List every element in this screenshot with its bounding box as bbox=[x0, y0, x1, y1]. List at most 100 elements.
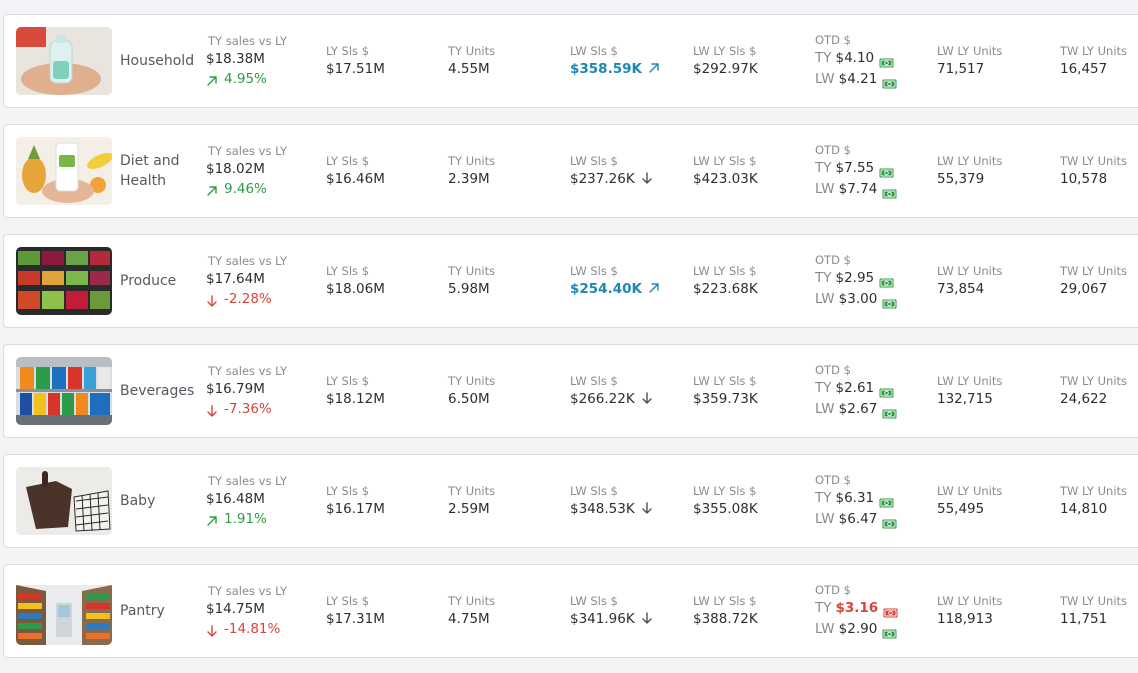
lw-sls-column: LW Sls $ $341.96K bbox=[570, 593, 653, 629]
ly-sls-label: LY Sls $ bbox=[326, 43, 385, 59]
category-row[interactable]: Produce TY sales vs LY $17.64M -2.28% LY Sls… bbox=[3, 234, 1138, 328]
lw-sls-value-row: $254.40K bbox=[570, 279, 660, 299]
ly-sls-column: LY Sls $ $17.31M bbox=[326, 593, 385, 629]
lw-ly-units-column: LW LY Units 55,379 bbox=[937, 153, 1002, 189]
ty-sales-value: $14.75M bbox=[206, 599, 287, 619]
ty-units-value: 2.59M bbox=[448, 499, 495, 519]
category-name: Household bbox=[120, 15, 200, 107]
otd-ty-value: $7.55 bbox=[836, 158, 875, 179]
ty-units-value: 4.55M bbox=[448, 59, 495, 79]
ty-units-column: TY Units 5.98M bbox=[448, 263, 495, 299]
money-icon bbox=[879, 164, 894, 174]
lw-ly-sls-value: $388.72K bbox=[693, 609, 758, 629]
pantry-image bbox=[16, 577, 112, 645]
tw-ly-units-value: 14,810 bbox=[1060, 499, 1127, 519]
sales-delta: 1.91% bbox=[206, 509, 287, 529]
ly-sls-value: $16.46M bbox=[326, 169, 385, 189]
otd-column: OTD $ TY $7.55 LW $7.74 bbox=[815, 142, 897, 200]
lw-ly-units-value: 118,913 bbox=[937, 609, 1002, 629]
otd-column: OTD $ TY $2.95 LW $3.00 bbox=[815, 252, 897, 310]
otd-lw-row: LW $6.47 bbox=[815, 509, 897, 530]
ty-units-column: TY Units 6.50M bbox=[448, 373, 495, 409]
otd-lw-row: LW $4.21 bbox=[815, 69, 897, 90]
category-name: Beverages bbox=[120, 345, 200, 437]
arrow-down-icon bbox=[641, 170, 653, 182]
otd-column: OTD $ TY $6.31 LW $6.47 bbox=[815, 472, 897, 530]
otd-label: OTD $ bbox=[815, 472, 897, 488]
lw-ly-sls-label: LW LY Sls $ bbox=[693, 263, 758, 279]
category-row[interactable]: Pantry TY sales vs LY $14.75M -14.81% LY Sls… bbox=[3, 564, 1138, 658]
lw-ly-units-column: LW LY Units 73,854 bbox=[937, 263, 1002, 299]
ty-units-label: TY Units bbox=[448, 593, 495, 609]
otd-ty-prefix: TY bbox=[815, 48, 832, 69]
tw-ly-units-label: TW LY Units bbox=[1060, 373, 1127, 389]
lw-ly-units-column: LW LY Units 55,495 bbox=[937, 483, 1002, 519]
otd-lw-row: LW $7.74 bbox=[815, 179, 897, 200]
lw-ly-sls-label: LW LY Sls $ bbox=[693, 153, 758, 169]
lw-ly-sls-column: LW LY Sls $ $359.73K bbox=[693, 373, 758, 409]
money-icon bbox=[882, 75, 897, 85]
sales-delta: -14.81% bbox=[206, 619, 287, 639]
money-icon bbox=[882, 405, 897, 415]
lw-ly-sls-column: LW LY Sls $ $223.68K bbox=[693, 263, 758, 299]
ty-sales-value: $18.38M bbox=[206, 49, 287, 69]
tw-ly-units-column: TW LY Units 24,622 bbox=[1060, 373, 1127, 409]
otd-ty-prefix: TY bbox=[815, 488, 832, 509]
lw-ly-sls-label: LW LY Sls $ bbox=[693, 593, 758, 609]
ly-sls-value: $18.06M bbox=[326, 279, 385, 299]
ly-sls-column: LY Sls $ $17.51M bbox=[326, 43, 385, 79]
arrow-down-icon bbox=[641, 390, 653, 402]
trend-down-icon bbox=[206, 623, 218, 635]
money-icon bbox=[882, 515, 897, 525]
lw-ly-units-value: 55,495 bbox=[937, 499, 1002, 519]
lw-ly-units-value: 132,715 bbox=[937, 389, 1002, 409]
ly-sls-label: LY Sls $ bbox=[326, 483, 385, 499]
otd-lw-value: $7.74 bbox=[839, 179, 878, 200]
lw-sls-label: LW Sls $ bbox=[570, 43, 660, 59]
otd-ty-prefix: TY bbox=[815, 378, 832, 399]
trend-down-icon bbox=[206, 293, 218, 305]
lw-sls-value-row: $341.96K bbox=[570, 609, 653, 629]
ty-sales-vs-ly: TY sales vs LY $14.75M -14.81% bbox=[206, 583, 287, 639]
lw-ly-units-value: 71,517 bbox=[937, 59, 1002, 79]
ty-sales-value: $18.02M bbox=[206, 159, 287, 179]
otd-ty-prefix: TY bbox=[815, 158, 832, 179]
lw-ly-sls-value: $359.73K bbox=[693, 389, 758, 409]
lw-sls-column: LW Sls $ $254.40K bbox=[570, 263, 660, 299]
lw-ly-units-label: LW LY Units bbox=[937, 593, 1002, 609]
lw-sls-value: $348.53K bbox=[570, 501, 635, 517]
ty-sales-vs-ly: TY sales vs LY $18.02M 9.46% bbox=[206, 143, 287, 199]
category-row[interactable]: Household TY sales vs LY $18.38M 4.95% LY Sl… bbox=[3, 14, 1138, 108]
lw-sls-label: LW Sls $ bbox=[570, 593, 653, 609]
lw-sls-label: LW Sls $ bbox=[570, 263, 660, 279]
ty-sales-vs-ly: TY sales vs LY $18.38M 4.95% bbox=[206, 33, 287, 89]
otd-column: OTD $ TY $2.61 LW $2.67 bbox=[815, 362, 897, 420]
category-name: Diet and Health bbox=[120, 125, 200, 217]
category-row[interactable]: Diet and Health TY sales vs LY $18.02M 9.46… bbox=[3, 124, 1138, 218]
sales-delta-value: -14.81% bbox=[224, 619, 280, 639]
otd-label: OTD $ bbox=[815, 32, 897, 48]
category-row[interactable]: Beverages TY sales vs LY $16.79M -7.36% LY S… bbox=[3, 344, 1138, 438]
lw-sls-value: $358.59K bbox=[570, 61, 642, 77]
tw-ly-units-label: TW LY Units bbox=[1060, 43, 1127, 59]
lw-sls-value: $254.40K bbox=[570, 281, 642, 297]
ty-sales-vs-ly: TY sales vs LY $16.79M -7.36% bbox=[206, 363, 287, 419]
lw-sls-value: $237.26K bbox=[570, 171, 635, 187]
tw-ly-units-value: 16,457 bbox=[1060, 59, 1127, 79]
arrow-down-icon bbox=[641, 500, 653, 512]
otd-ty-row: TY $4.10 bbox=[815, 48, 897, 69]
ty-units-column: TY Units 2.59M bbox=[448, 483, 495, 519]
lw-ly-units-column: LW LY Units 71,517 bbox=[937, 43, 1002, 79]
lw-ly-sls-column: LW LY Sls $ $423.03K bbox=[693, 153, 758, 189]
ty-units-label: TY Units bbox=[448, 373, 495, 389]
sales-delta-value: 4.95% bbox=[224, 69, 267, 89]
baby-image bbox=[16, 467, 112, 535]
lw-ly-sls-label: LW LY Sls $ bbox=[693, 373, 758, 389]
ty-sales-vs-ly-label: TY sales vs LY bbox=[206, 363, 287, 379]
otd-ty-prefix: TY bbox=[815, 598, 832, 619]
ly-sls-value: $16.17M bbox=[326, 499, 385, 519]
otd-ty-row: TY $3.16 bbox=[815, 598, 898, 619]
category-row[interactable]: Baby TY sales vs LY $16.48M 1.91% LY Sls $ $1… bbox=[3, 454, 1138, 548]
ly-sls-label: LY Sls $ bbox=[326, 593, 385, 609]
diet-health-image bbox=[16, 137, 112, 205]
